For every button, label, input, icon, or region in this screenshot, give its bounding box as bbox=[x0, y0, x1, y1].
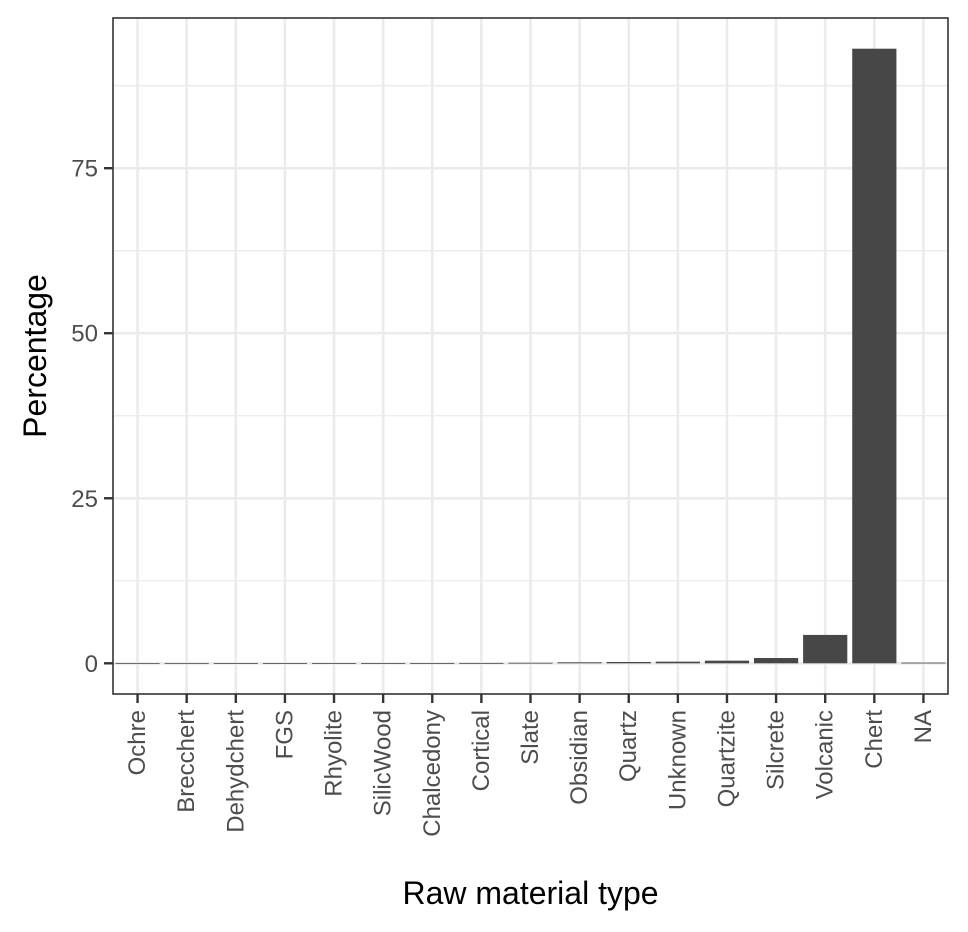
y-axis: 0 25 50 75 bbox=[71, 156, 113, 678]
grid-lines bbox=[113, 18, 948, 694]
bar-ochre bbox=[115, 663, 160, 665]
x-axis-title: Raw material type bbox=[402, 875, 658, 911]
x-tick-label: Quartz bbox=[615, 710, 642, 782]
x-tick-label: Silcrete bbox=[763, 710, 790, 790]
x-tick-label: SilicWood bbox=[370, 710, 397, 816]
bar-silcrete bbox=[753, 658, 799, 664]
bar-volcanic bbox=[803, 634, 848, 664]
bar-dehydchert bbox=[213, 663, 258, 664]
x-tick-label: Dehydchert bbox=[222, 710, 249, 833]
x-tick-label: Slate bbox=[517, 710, 544, 765]
x-tick-label: Volcanic bbox=[812, 710, 839, 799]
bar-obsidian bbox=[557, 662, 602, 664]
bar-chalcedony bbox=[410, 663, 455, 664]
bar-fgs bbox=[262, 663, 308, 664]
bar-slate bbox=[508, 662, 553, 664]
x-tick-label: Cortical bbox=[468, 710, 495, 791]
x-axis: Ochre Brecchert Dehydchert FGS Rhyolite Silic… bbox=[124, 694, 937, 837]
x-tick-label: NA bbox=[910, 710, 937, 743]
bar-unknown bbox=[655, 661, 700, 664]
bar-quartz bbox=[606, 661, 651, 664]
x-tick-label: Unknown bbox=[664, 710, 691, 810]
x-tick-label: Ochre bbox=[124, 710, 151, 775]
bar-quartzite bbox=[704, 660, 750, 664]
x-tick-label: Chalcedony bbox=[419, 710, 446, 837]
y-tick-label: 50 bbox=[71, 321, 98, 348]
bar-rhyolite bbox=[311, 663, 357, 664]
y-tick-label: 0 bbox=[85, 651, 98, 678]
x-tick-label: Brecchert bbox=[173, 710, 200, 813]
bar-chert bbox=[852, 48, 897, 664]
y-tick-label: 75 bbox=[71, 156, 98, 183]
bar-series bbox=[115, 48, 946, 665]
x-tick-label: Chert bbox=[861, 710, 888, 769]
bar-cortical bbox=[459, 662, 504, 664]
y-axis-title: Percentage bbox=[17, 274, 53, 438]
x-tick-label: Quartzite bbox=[713, 710, 740, 807]
x-tick-label: Rhyolite bbox=[321, 710, 348, 797]
bar-brecchert bbox=[164, 663, 209, 665]
bar-silicwood bbox=[361, 663, 406, 664]
x-tick-label: Obsidian bbox=[566, 710, 593, 805]
bar-na bbox=[901, 662, 946, 664]
y-tick-label: 25 bbox=[71, 486, 98, 513]
x-tick-label: FGS bbox=[271, 710, 298, 759]
